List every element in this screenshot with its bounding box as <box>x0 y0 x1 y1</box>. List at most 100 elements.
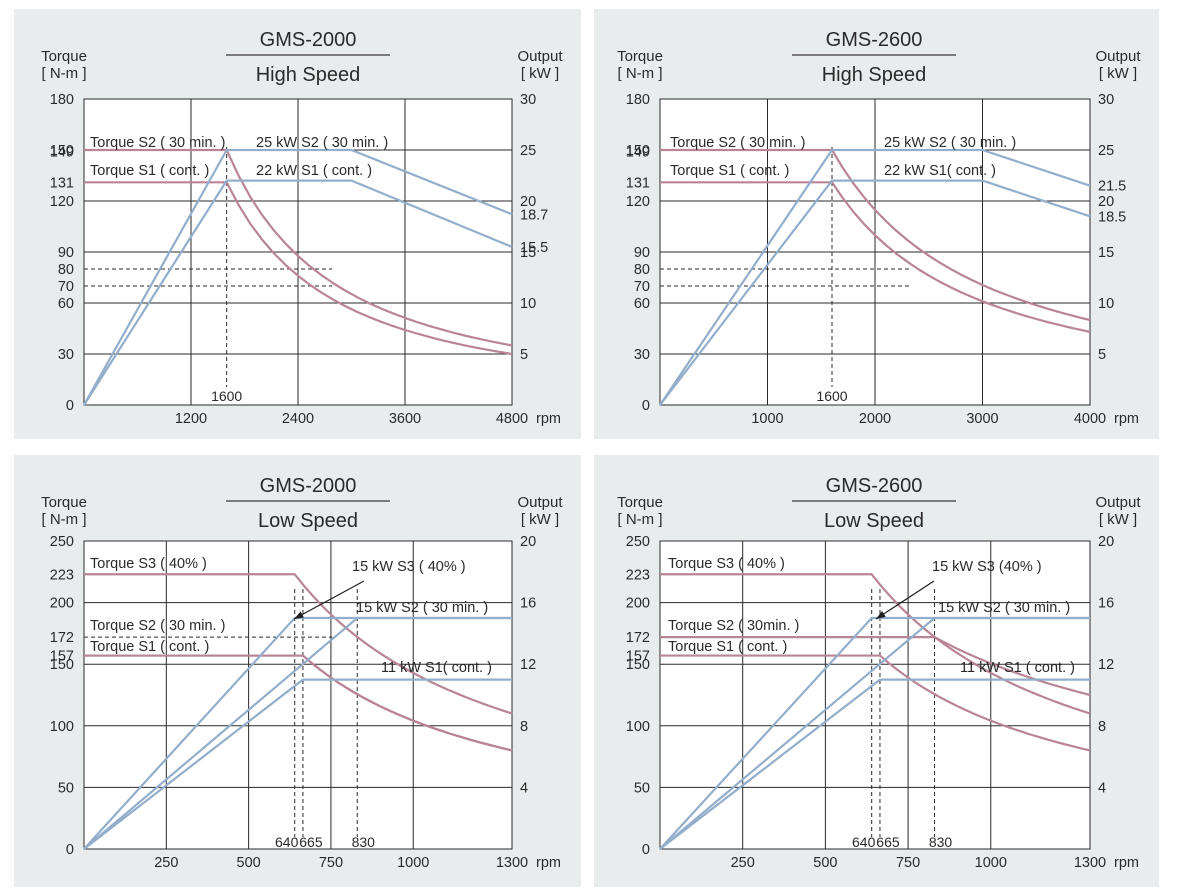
y-left-tick-label: 70 <box>58 279 74 295</box>
x-unit-label: rpm <box>536 855 561 871</box>
rpm-marker-label: 665 <box>876 834 900 850</box>
rpm-marker-label: 640 <box>852 834 876 850</box>
y-left-tick-label: 150 <box>626 657 650 673</box>
series-label: 25 kW S2 ( 30 min. ) <box>256 135 388 151</box>
series-label: Torque S3 ( 40% ) <box>668 556 785 572</box>
series-label: Torque S2 ( 30 min. ) <box>90 618 225 634</box>
y-right-tick-label: 15 <box>520 245 536 261</box>
y-right-tick-label: 10 <box>520 296 536 312</box>
y-right-tick-label: 15 <box>1098 245 1114 261</box>
x-tick-label: 1300 <box>1074 855 1106 871</box>
output-axis-title: Output <box>517 48 563 65</box>
y-right-tick-label: 20 <box>520 534 536 550</box>
y-left-tick-label: 150 <box>50 143 74 159</box>
y-right-tick-label: 4 <box>1098 780 1106 796</box>
x-tick-label: 1000 <box>751 411 783 427</box>
speed-subtitle: High Speed <box>256 64 361 86</box>
rpm-marker-label: 830 <box>352 834 376 850</box>
output-curve <box>659 616 1090 850</box>
series-label: 15 kW S3 ( 40% ) <box>352 559 466 575</box>
plot-border <box>83 540 513 850</box>
output-axis-title: Output <box>1095 48 1141 65</box>
y-left-tick-label: 131 <box>50 175 74 191</box>
output-curve <box>659 678 1090 850</box>
y-left-tick-label: 30 <box>634 347 650 363</box>
y-left-tick-label: 149 <box>626 145 650 161</box>
x-tick-label: 250 <box>731 855 755 871</box>
series-label: 25 kW S2 ( 30 min. ) <box>884 135 1016 151</box>
model-title: GMS-2600 <box>826 475 923 497</box>
y-left-tick-label: 172 <box>50 630 74 646</box>
y-left-tick-label: 150 <box>50 657 74 673</box>
series-label: Torque S1 ( cont. ) <box>670 163 789 179</box>
series-label: 22 kW S1( cont. ) <box>884 163 996 179</box>
output-curve <box>83 678 512 850</box>
panel-gms2600-high: 1600 Torque S2 ( 30 min. ) Torque S1 ( con… <box>594 9 1159 439</box>
speed-subtitle: Low Speed <box>258 510 358 532</box>
output-curve <box>83 179 513 406</box>
y-right-tick-label: 30 <box>520 92 536 108</box>
y-right-tick-label: 8 <box>1098 719 1106 735</box>
series-label: Torque S2 ( 30min. ) <box>668 618 799 634</box>
y-right-tick-label: 4 <box>520 780 528 796</box>
y-right-tick-label: 12 <box>520 657 536 673</box>
rpm-marker-label: 1600 <box>816 388 847 404</box>
chart-gms2000-high-speed: 1600 Torque S2 ( 30 min. ) Torque S1 ( con… <box>41 29 563 427</box>
torque-axis-title: Torque <box>617 494 663 511</box>
y-left-tick-label: 223 <box>50 567 74 583</box>
plot-border <box>83 98 513 406</box>
torque-curve <box>84 573 513 715</box>
model-title: GMS-2600 <box>826 29 923 51</box>
x-tick-label: 1000 <box>397 855 429 871</box>
y-left-tick-label: 0 <box>642 842 650 858</box>
model-title: GMS-2000 <box>260 475 357 497</box>
plot-area <box>660 541 1090 849</box>
chart-gms2600-high-speed: 1600 Torque S2 ( 30 min. ) Torque S1 ( con… <box>617 29 1141 427</box>
torque-curve <box>660 148 1091 322</box>
x-tick-label: 4000 <box>1074 411 1106 427</box>
y-right-tick-label: 8 <box>520 719 528 735</box>
y-right-tick-label: 10 <box>1098 296 1114 312</box>
y-right-tick-label: 16 <box>1098 596 1114 612</box>
torque-axis-title: Torque <box>617 48 663 65</box>
torque-curve <box>84 181 513 356</box>
y-left-tick-label: 200 <box>50 596 74 612</box>
x-tick-label: 1000 <box>975 855 1007 871</box>
x-tick-label: 750 <box>319 855 343 871</box>
output-axis-unit: [ kW ] <box>1099 511 1137 528</box>
output-curve <box>659 148 1091 406</box>
output-curve <box>83 148 513 406</box>
y-right-tick-label: 30 <box>1098 92 1114 108</box>
rpm-marker-label: 640 <box>275 834 299 850</box>
series-label: Torque S1 ( cont. ) <box>90 639 209 655</box>
y-left-tick-label: 250 <box>50 534 74 550</box>
arrow-head <box>876 610 886 619</box>
y-left-tick-label: 223 <box>626 567 650 583</box>
y-left-tick-label: 100 <box>626 719 650 735</box>
y-right-tick-label: 12 <box>1098 657 1114 673</box>
torque-curve <box>660 573 1091 715</box>
series-label: 15 kW S3 (40% ) <box>932 559 1042 575</box>
y-left-tick-label: 30 <box>58 347 74 363</box>
y-left-tick-label: 157 <box>50 649 74 665</box>
x-tick-label: 4800 <box>496 411 528 427</box>
y-left-tick-label: 0 <box>642 398 650 414</box>
y-left-tick-label: 50 <box>58 780 74 796</box>
annotation-arrow <box>875 580 935 620</box>
speed-subtitle: Low Speed <box>824 510 924 532</box>
y-left-tick-label: 90 <box>634 245 650 261</box>
y-left-tick-label: 180 <box>50 92 74 108</box>
torque-curve <box>660 654 1091 752</box>
output-curve <box>659 179 1091 406</box>
y-left-tick-label: 100 <box>50 719 74 735</box>
y-left-tick-label: 70 <box>634 279 650 295</box>
y-left-tick-label: 0 <box>66 842 74 858</box>
y-right-tick-label: 5 <box>1098 347 1106 363</box>
torque-axis-title: Torque <box>41 494 87 511</box>
y-right-tick-label: 25 <box>1098 143 1114 159</box>
annotation-arrow <box>293 580 365 620</box>
series-label: Torque S1 ( cont. ) <box>668 639 787 655</box>
x-tick-label: 3600 <box>389 411 421 427</box>
y-left-tick-label: 150 <box>626 143 650 159</box>
plot-border <box>659 98 1091 406</box>
